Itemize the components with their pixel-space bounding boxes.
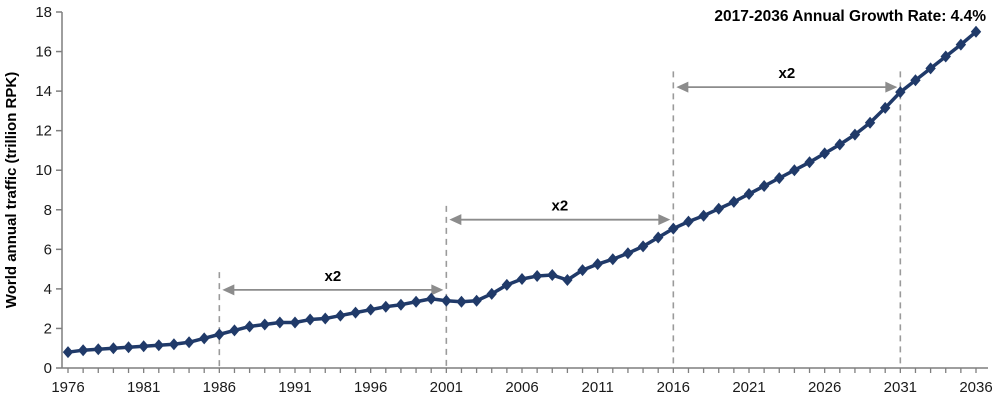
y-tick-label: 18 (35, 4, 52, 21)
data-point-marker (637, 240, 649, 253)
data-point-marker (168, 338, 180, 351)
y-tick-label: 8 (44, 202, 52, 219)
data-point-marker (592, 258, 603, 271)
data-point-marker (607, 253, 618, 266)
data-point-marker (622, 247, 634, 260)
x2-annotation-label: x2 (778, 65, 795, 82)
data-point-marker (395, 298, 407, 311)
data-point-marker (320, 312, 331, 325)
data-point-marker (774, 172, 785, 185)
data-point-marker (199, 332, 210, 345)
x-tick-label: 2031 (884, 379, 917, 396)
y-tick-label: 0 (44, 360, 52, 377)
data-point-marker (108, 342, 119, 355)
data-point-marker (380, 300, 391, 313)
data-point-marker (486, 287, 497, 300)
data-point-marker (93, 343, 104, 356)
arrowhead-left-icon (676, 81, 689, 93)
plot-area: x2 x2 x2 0 2 4 6 8 10 12 14 16 18 1976 1981 1986 1991 199… (35, 4, 992, 396)
data-point-marker (365, 303, 376, 316)
data-point-marker (668, 222, 679, 235)
x-tick-label: 1996 (354, 379, 387, 396)
arrowhead-left-icon (449, 214, 462, 226)
data-point-marker (834, 138, 845, 151)
arrowhead-right-icon (885, 81, 898, 93)
data-point-marker (698, 209, 709, 222)
data-point-marker (728, 195, 740, 208)
x-tick-label: 1976 (51, 379, 84, 396)
data-point-marker (441, 294, 452, 307)
arrowhead-right-icon (658, 214, 671, 226)
data-point-marker (274, 316, 286, 329)
data-point-marker (743, 187, 755, 200)
data-point-marker (970, 25, 982, 38)
x-tick-label: 2016 (657, 379, 690, 396)
x-tick-label: 1991 (278, 379, 311, 396)
data-point-marker (244, 320, 255, 333)
y-tick-label: 4 (44, 281, 52, 298)
data-point-marker (214, 328, 225, 341)
data-point-marker (653, 231, 664, 244)
data-point-marker (683, 215, 694, 228)
data-point-marker (289, 316, 301, 329)
data-point-marker (501, 278, 513, 291)
data-point-marker (62, 346, 74, 359)
y-tick-label: 14 (35, 83, 52, 100)
data-point-marker (456, 295, 467, 308)
data-point-marker (259, 318, 270, 331)
data-point-marker (864, 116, 876, 129)
x2-annotation-label: x2 (551, 198, 568, 215)
y-tick-label: 2 (44, 320, 52, 337)
data-point-marker (153, 339, 164, 352)
x-tick-label: 2036 (959, 379, 992, 396)
data-point-marker (335, 309, 346, 322)
data-point-marker (426, 292, 437, 305)
data-point-marker (350, 306, 361, 319)
data-point-marker (713, 202, 724, 215)
data-point-marker (925, 62, 936, 75)
data-point-marker (819, 147, 830, 160)
x-tick-label: 2001 (430, 379, 463, 396)
data-point-marker (955, 38, 967, 51)
x-tick-label: 2011 (582, 379, 614, 396)
y-tick-label: 10 (35, 162, 52, 179)
data-point-marker (304, 313, 316, 326)
data-point-marker (849, 128, 861, 141)
data-point-marker (789, 164, 800, 177)
x-tick-label: 1981 (127, 379, 160, 396)
data-point-marker (940, 50, 951, 63)
y-tick-label: 16 (35, 44, 52, 61)
x-tick-label: 2021 (732, 379, 765, 396)
y-axis-title: World annual traffic (trillion RPK) (3, 72, 20, 308)
data-point-marker (410, 295, 422, 308)
x-tick-label: 2026 (808, 379, 841, 396)
data-point-marker (804, 156, 815, 169)
data-point-marker (758, 180, 770, 193)
chart-title: 2017-2036 Annual Growth Rate: 4.4% (714, 8, 986, 25)
data-point-marker (531, 270, 543, 283)
data-point-marker (183, 336, 195, 349)
y-tick-label: 6 (44, 241, 52, 258)
data-point-marker (229, 324, 240, 337)
data-point-marker (516, 273, 528, 285)
data-point-marker (880, 101, 891, 114)
arrowhead-left-icon (222, 284, 235, 296)
data-point-marker (562, 273, 573, 286)
data-point-marker (138, 340, 149, 353)
data-point-marker (547, 269, 558, 282)
data-point-marker (77, 344, 89, 357)
data-point-marker (123, 341, 134, 354)
data-point-marker (910, 74, 921, 87)
x-tick-label: 1986 (203, 379, 236, 396)
y-tick-label: 12 (35, 123, 52, 140)
traffic-series-line (67, 30, 978, 354)
data-point-marker (471, 294, 482, 307)
x2-annotation-label: x2 (324, 268, 341, 285)
data-point-marker (895, 86, 906, 99)
arrowhead-right-icon (431, 284, 444, 296)
data-point-marker (577, 264, 588, 277)
x-tick-label: 2006 (505, 379, 538, 396)
